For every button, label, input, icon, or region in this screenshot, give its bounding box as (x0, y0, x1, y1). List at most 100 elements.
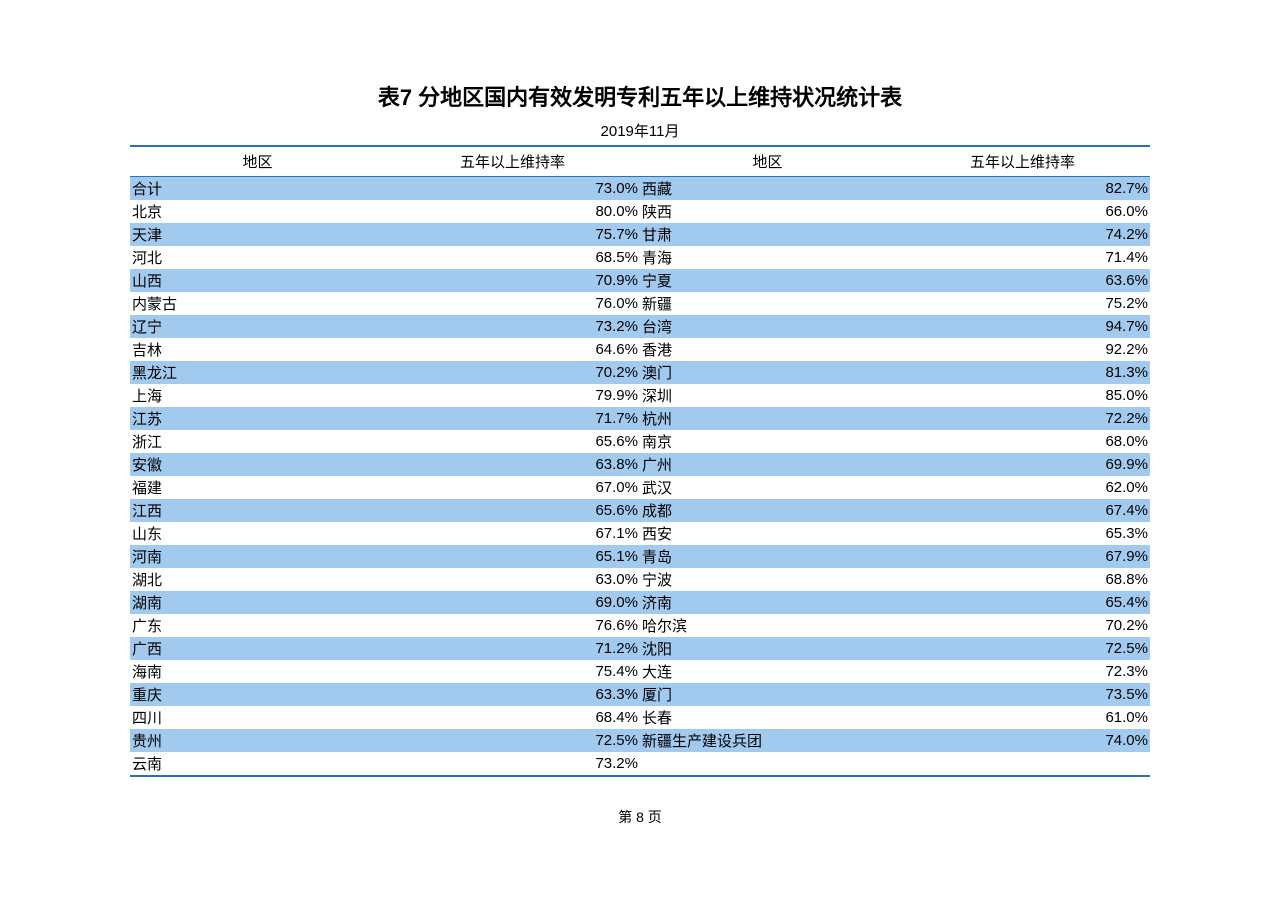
page-footer: 第 8 页 (130, 807, 1150, 827)
rate-cell: 68.0% (895, 430, 1150, 453)
region-cell: 大连 (640, 660, 895, 683)
region-cell: 湖北 (130, 568, 385, 591)
rate-cell: 68.4% (385, 706, 640, 729)
table-title: 表7 分地区国内有效发明专利五年以上维持状况统计表 (130, 80, 1150, 112)
rate-cell: 65.3% (895, 522, 1150, 545)
region-cell: 西安 (640, 522, 895, 545)
region-cell: 广西 (130, 637, 385, 660)
rate-cell: 69.0% (385, 591, 640, 614)
rate-cell: 65.4% (895, 591, 1150, 614)
region-cell: 云南 (130, 752, 385, 776)
table-row: 海南75.4%大连72.3% (130, 660, 1150, 683)
region-cell: 济南 (640, 591, 895, 614)
region-cell: 四川 (130, 706, 385, 729)
rate-cell: 76.6% (385, 614, 640, 637)
rate-cell: 72.5% (385, 729, 640, 752)
region-cell: 长春 (640, 706, 895, 729)
table-row: 云南73.2% (130, 752, 1150, 776)
table-row: 山西70.9%宁夏63.6% (130, 269, 1150, 292)
rate-cell: 72.5% (895, 637, 1150, 660)
header-rate-2: 五年以上维持率 (895, 146, 1150, 177)
region-cell: 江苏 (130, 407, 385, 430)
rate-cell: 70.9% (385, 269, 640, 292)
region-cell: 新疆生产建设兵团 (640, 729, 895, 752)
region-cell: 台湾 (640, 315, 895, 338)
region-cell: 澳门 (640, 361, 895, 384)
rate-cell: 75.2% (895, 292, 1150, 315)
table-subtitle: 2019年11月 (130, 120, 1150, 141)
table-row: 重庆63.3%厦门73.5% (130, 683, 1150, 706)
rate-cell: 66.0% (895, 200, 1150, 223)
rate-cell: 80.0% (385, 200, 640, 223)
rate-cell: 67.1% (385, 522, 640, 545)
region-cell: 广东 (130, 614, 385, 637)
rate-cell: 73.5% (895, 683, 1150, 706)
rate-cell: 79.9% (385, 384, 640, 407)
region-cell: 宁波 (640, 568, 895, 591)
rate-cell (895, 752, 1150, 776)
region-cell: 重庆 (130, 683, 385, 706)
table-row: 合计73.0%西藏82.7% (130, 177, 1150, 201)
table-row: 江苏71.7%杭州72.2% (130, 407, 1150, 430)
rate-cell: 67.0% (385, 476, 640, 499)
table-row: 天津75.7%甘肃74.2% (130, 223, 1150, 246)
rate-cell: 73.0% (385, 177, 640, 201)
region-cell: 辽宁 (130, 315, 385, 338)
rate-cell: 81.3% (895, 361, 1150, 384)
region-cell: 山东 (130, 522, 385, 545)
table-row: 河北68.5%青海71.4% (130, 246, 1150, 269)
region-cell: 合计 (130, 177, 385, 201)
table-row: 安徽63.8%广州69.9% (130, 453, 1150, 476)
region-cell: 青岛 (640, 545, 895, 568)
table-row: 广东76.6%哈尔滨70.2% (130, 614, 1150, 637)
table-row: 浙江65.6%南京68.0% (130, 430, 1150, 453)
header-row: 地区 五年以上维持率 地区 五年以上维持率 (130, 146, 1150, 177)
rate-cell: 61.0% (895, 706, 1150, 729)
region-cell (640, 752, 895, 776)
rate-cell: 71.7% (385, 407, 640, 430)
region-cell: 上海 (130, 384, 385, 407)
rate-cell: 72.3% (895, 660, 1150, 683)
rate-cell: 73.2% (385, 752, 640, 776)
rate-cell: 68.5% (385, 246, 640, 269)
region-cell: 广州 (640, 453, 895, 476)
region-cell: 湖南 (130, 591, 385, 614)
region-cell: 西藏 (640, 177, 895, 201)
table-row: 湖南69.0%济南65.4% (130, 591, 1150, 614)
header-region-1: 地区 (130, 146, 385, 177)
region-cell: 深圳 (640, 384, 895, 407)
region-cell: 贵州 (130, 729, 385, 752)
region-cell: 江西 (130, 499, 385, 522)
region-cell: 陕西 (640, 200, 895, 223)
region-cell: 杭州 (640, 407, 895, 430)
table-row: 湖北63.0%宁波68.8% (130, 568, 1150, 591)
rate-cell: 65.6% (385, 430, 640, 453)
rate-cell: 71.4% (895, 246, 1150, 269)
rate-cell: 75.7% (385, 223, 640, 246)
table-row: 江西65.6%成都67.4% (130, 499, 1150, 522)
rate-cell: 92.2% (895, 338, 1150, 361)
rate-cell: 94.7% (895, 315, 1150, 338)
region-cell: 吉林 (130, 338, 385, 361)
table-row: 上海79.9%深圳85.0% (130, 384, 1150, 407)
rate-cell: 74.2% (895, 223, 1150, 246)
rate-cell: 85.0% (895, 384, 1150, 407)
region-cell: 新疆 (640, 292, 895, 315)
rate-cell: 70.2% (385, 361, 640, 384)
rate-cell: 70.2% (895, 614, 1150, 637)
rate-cell: 63.8% (385, 453, 640, 476)
rate-cell: 67.9% (895, 545, 1150, 568)
region-cell: 天津 (130, 223, 385, 246)
region-cell: 北京 (130, 200, 385, 223)
table-row: 内蒙古76.0%新疆75.2% (130, 292, 1150, 315)
region-cell: 海南 (130, 660, 385, 683)
rate-cell: 71.2% (385, 637, 640, 660)
region-cell: 成都 (640, 499, 895, 522)
region-cell: 香港 (640, 338, 895, 361)
rate-cell: 72.2% (895, 407, 1150, 430)
region-cell: 沈阳 (640, 637, 895, 660)
rate-cell: 75.4% (385, 660, 640, 683)
rate-cell: 82.7% (895, 177, 1150, 201)
rate-cell: 67.4% (895, 499, 1150, 522)
rate-cell: 69.9% (895, 453, 1150, 476)
